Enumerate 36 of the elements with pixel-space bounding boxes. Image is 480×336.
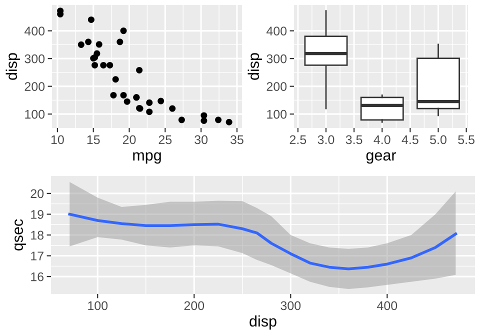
- x-axis-title: mpg: [133, 152, 161, 164]
- y-tick-label: 200: [266, 82, 287, 91]
- y-tick-label: 100: [267, 110, 287, 119]
- x-tick-label: 3.0: [318, 135, 334, 144]
- y-tick-label: 400: [266, 26, 287, 36]
- x-tick-label: 400: [377, 301, 398, 310]
- y-tick-label: 19: [31, 210, 44, 219]
- y-axis-title: disp: [248, 53, 262, 80]
- x-tick-label: 25: [158, 135, 172, 144]
- y-tick-label: 17: [31, 252, 44, 260]
- y-axis-title: qsec: [14, 219, 26, 250]
- x-tick-label: 4.0: [374, 135, 390, 144]
- y-tick-label: 200: [24, 82, 45, 91]
- y-tick-label: 400: [24, 26, 45, 36]
- y-tick-label: 100: [25, 110, 45, 119]
- y-tick-label: 16: [31, 272, 44, 282]
- x-tick-label: 5.0: [430, 135, 446, 144]
- x-tick-label: 5.5: [458, 135, 474, 144]
- y-tick-label: 18: [31, 230, 44, 240]
- x-tick-label: 3.5: [346, 135, 362, 144]
- x-tick-label: 100: [88, 301, 108, 310]
- x-tick-label: 300: [280, 301, 301, 310]
- x-axis-title: disp: [250, 315, 276, 330]
- x-axis-title: gear: [366, 152, 396, 164]
- y-axis-title: disp: [6, 53, 20, 80]
- x-tick-label: 35: [230, 135, 244, 144]
- y-tick-label: 300: [266, 54, 287, 64]
- x-tick-label: 15: [87, 135, 100, 144]
- x-tick-label: 30: [194, 135, 208, 144]
- y-tick-label: 20: [30, 189, 44, 198]
- x-tick-label: 20: [122, 135, 136, 144]
- y-tick-label: 300: [24, 54, 45, 64]
- x-tick-label: 2.5: [290, 135, 306, 144]
- x-tick-label: 4.5: [402, 135, 418, 144]
- x-tick-label: 10: [51, 135, 64, 144]
- x-tick-label: 200: [184, 301, 204, 310]
